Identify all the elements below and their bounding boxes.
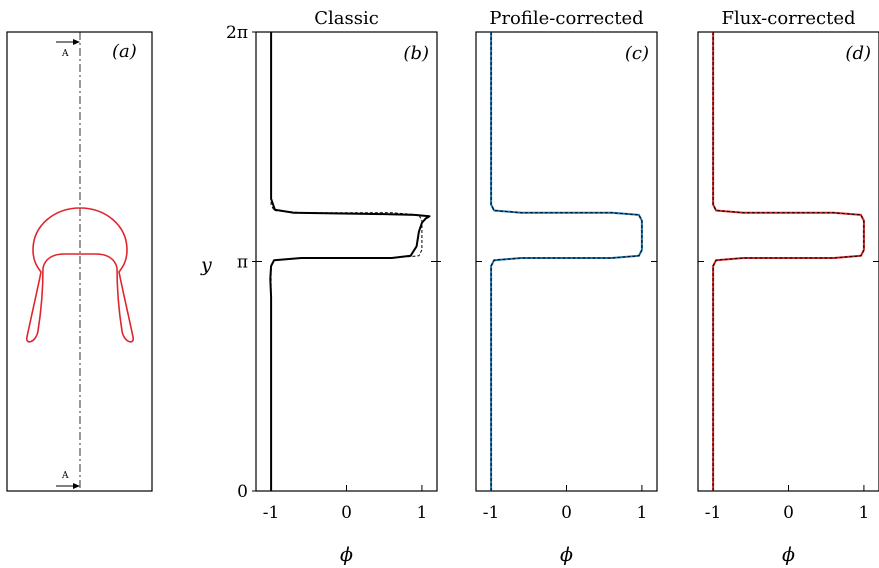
- panel-classic: Classic (b) -1 0 1 ϕ: [252, 8, 441, 566]
- x-tick-label: 0: [341, 503, 352, 523]
- reference-line-classic: [270, 32, 423, 491]
- section-arrowhead-bottom: [73, 483, 80, 489]
- section-arrowhead-top: [73, 39, 80, 45]
- y-tick-label: π: [237, 253, 248, 273]
- reference-line-flux-corrected: [712, 32, 865, 491]
- x-tick-label: 1: [859, 503, 870, 523]
- x-tick-label: 1: [417, 503, 428, 523]
- x-tick-label: 0: [561, 503, 572, 523]
- computed-line-classic: [269, 32, 431, 491]
- y-tick-labels: 0 π 2π: [226, 23, 248, 502]
- x-tick-label: -1: [705, 503, 722, 523]
- reference-line-profile-corrected: [490, 32, 643, 491]
- panel-flux-corrected: Flux-corrected (d) -1 0 1 ϕ: [697, 8, 879, 566]
- panel-label-classic: (b): [403, 43, 429, 64]
- panel-frame-flux-corrected: [697, 31, 879, 492]
- x-tick-label: -1: [483, 503, 500, 523]
- panel-profile-corrected: Profile-corrected (c) -1 0 1 ϕ: [475, 8, 658, 566]
- section-label-bottom: A: [61, 471, 69, 481]
- plot-panels: Classic (b) -1 0 1 ϕ Profile-corrected (c) -1 0 1 ϕ…: [252, 8, 879, 566]
- y-tick-label: 2π: [226, 23, 248, 43]
- y-axis-label: y: [200, 254, 212, 276]
- panel-title-classic: Classic: [314, 8, 379, 29]
- x-tick-label: 1: [637, 503, 648, 523]
- x-axis-label: ϕ: [560, 544, 573, 566]
- x-tick-label: 0: [783, 503, 794, 523]
- x-axis-label: ϕ: [782, 544, 795, 566]
- panel-label-a: (a): [112, 41, 137, 62]
- section-label-top: A: [61, 49, 69, 59]
- panel-title-flux-corrected: Flux-corrected: [721, 8, 855, 29]
- y-tick-label: 0: [237, 482, 248, 502]
- panel-label-flux-corrected: (d): [845, 43, 871, 64]
- jellyfish-shape: [26, 207, 134, 343]
- computed-line-flux-corrected: [712, 32, 865, 491]
- panel-label-profile-corrected: (c): [625, 43, 649, 64]
- panel-frame-profile-corrected: [475, 31, 658, 492]
- computed-line-profile-corrected: [490, 32, 643, 491]
- panel-a: A A (a): [6, 31, 153, 492]
- x-axis-label: ϕ: [340, 544, 353, 566]
- x-tick-label: -1: [263, 503, 280, 523]
- panel-a-frame: [6, 31, 153, 492]
- panel-frame-classic: [255, 31, 438, 492]
- panel-title-profile-corrected: Profile-corrected: [489, 8, 643, 29]
